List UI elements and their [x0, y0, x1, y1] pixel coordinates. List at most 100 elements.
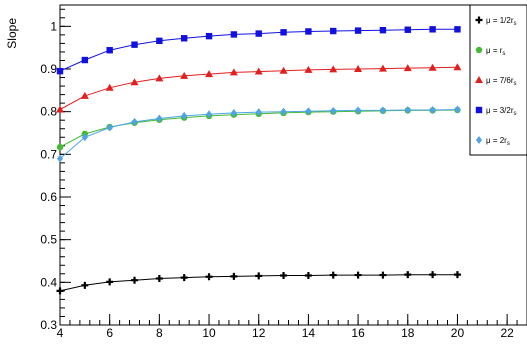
series-layer	[56, 26, 462, 295]
y-tick-label: 0.6	[40, 190, 57, 204]
legend-marker	[475, 46, 483, 54]
legend-item: μ = 7/6rs	[475, 76, 517, 87]
data-point	[105, 83, 114, 91]
legend-item: μ = 3/2rs	[475, 106, 517, 117]
series-3	[56, 63, 462, 113]
y-tick-label: 1	[50, 19, 57, 33]
x-tick-label: 22	[500, 326, 514, 339]
legend-item: μ = 2rs	[476, 136, 510, 147]
data-point	[404, 105, 411, 114]
data-point	[280, 272, 288, 280]
x-tick-label: 10	[202, 326, 216, 339]
data-point	[180, 71, 189, 79]
data-point	[131, 276, 139, 284]
y-axis-title: Slope	[5, 18, 19, 49]
legend-marker	[476, 136, 482, 144]
data-point	[255, 30, 262, 37]
data-point	[130, 78, 139, 86]
data-point	[404, 271, 412, 279]
data-point	[230, 31, 238, 38]
data-point	[181, 35, 188, 42]
legend: μ = 1/2rs μ = rs μ = 7/6rs μ = 3/2rs μ = 2rs	[469, 4, 527, 156]
data-point	[453, 63, 462, 71]
data-point	[454, 26, 461, 33]
data-point	[280, 29, 287, 36]
legend-item: μ = 1/2rs	[475, 16, 517, 27]
data-point	[56, 67, 64, 75]
data-point	[354, 65, 363, 72]
y-tick-label: 0.8	[40, 105, 57, 119]
legend-marker	[475, 106, 483, 114]
data-point	[56, 105, 64, 113]
data-point	[403, 64, 412, 72]
data-point	[206, 110, 213, 119]
x-tick-label: 20	[451, 326, 465, 339]
y-tick-label: 0.4	[40, 275, 57, 289]
data-point	[379, 271, 387, 279]
data-point	[330, 27, 337, 35]
data-point	[378, 64, 387, 72]
data-point	[230, 272, 238, 280]
x-tick-label: 8	[156, 326, 163, 339]
data-point	[57, 154, 63, 163]
data-point	[80, 91, 89, 99]
data-point	[229, 68, 238, 76]
legend-label-subscript: s	[514, 81, 517, 87]
legend-label-subscript: s	[502, 51, 505, 57]
data-point	[354, 27, 362, 34]
series-1	[56, 271, 461, 295]
y-tick-label: 0.3	[40, 318, 57, 332]
data-point	[428, 63, 437, 71]
x-tick-label: 12	[252, 326, 266, 339]
legend-label-subscript: s	[514, 21, 517, 27]
legend-marker	[475, 76, 483, 83]
legend-label-subscript: s	[507, 141, 510, 147]
data-point	[155, 274, 163, 282]
plot-border	[59, 4, 527, 326]
data-point	[81, 133, 88, 142]
legend-label-subscript: s	[514, 111, 517, 117]
series-4	[56, 26, 461, 75]
data-point	[81, 56, 89, 64]
data-point	[355, 106, 362, 115]
legend-label: μ = rs	[486, 46, 505, 57]
x-tick-label: 14	[302, 326, 316, 339]
data-point	[255, 272, 263, 280]
data-point	[106, 47, 113, 54]
data-point	[155, 74, 164, 82]
legend-label: μ = 1/2rs	[486, 16, 517, 27]
x-tick-label: 18	[401, 326, 415, 339]
legend-label: μ = 2rs	[486, 136, 510, 147]
data-point	[156, 37, 163, 45]
data-point	[379, 26, 387, 34]
data-point	[329, 271, 337, 279]
data-point	[354, 271, 362, 279]
data-point	[329, 65, 338, 73]
x-tick-label: 6	[106, 326, 113, 339]
data-point	[454, 105, 461, 114]
data-point	[379, 106, 386, 115]
data-point	[429, 26, 436, 33]
data-point	[304, 272, 312, 280]
x-tick-label: 4	[57, 326, 64, 339]
data-point	[156, 114, 163, 123]
legend-label: μ = 3/2rs	[486, 106, 517, 117]
data-point	[106, 278, 114, 286]
data-point	[106, 123, 113, 132]
data-point	[131, 41, 138, 48]
data-point	[230, 108, 237, 117]
data-point	[81, 281, 89, 289]
data-point	[255, 108, 262, 117]
data-point	[181, 111, 188, 120]
y-tick-label: 0.7	[40, 147, 57, 161]
plot-frame	[59, 4, 527, 326]
series-5	[57, 105, 461, 163]
data-point	[131, 117, 138, 126]
data-point	[205, 70, 214, 78]
data-point	[304, 65, 313, 73]
data-point	[453, 271, 461, 279]
data-point	[56, 143, 64, 151]
y-tick-label: 0.5	[40, 233, 57, 247]
